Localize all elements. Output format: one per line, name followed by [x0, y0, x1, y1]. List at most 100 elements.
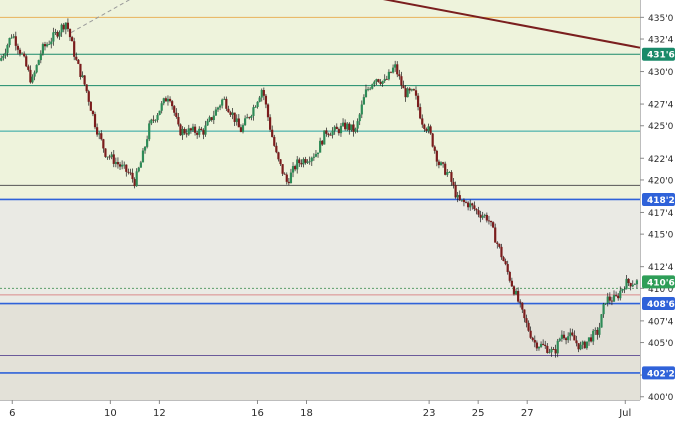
candle-body	[118, 164, 122, 167]
candle-body	[356, 121, 359, 129]
candle-body	[210, 117, 213, 121]
candle-body	[604, 303, 607, 305]
candle	[210, 116, 213, 122]
candle	[346, 121, 349, 132]
candle-body	[302, 159, 305, 165]
candle	[106, 156, 109, 160]
candle-layer	[0, 18, 639, 358]
candle	[556, 338, 559, 358]
price-tag-label: 402'2	[647, 369, 675, 379]
candle-body	[564, 338, 568, 341]
candle-body	[533, 339, 536, 343]
candle-body	[250, 115, 253, 118]
candle-body	[300, 163, 303, 165]
candle	[100, 130, 103, 141]
candle	[91, 110, 95, 117]
price-zone	[0, 0, 640, 200]
candle-body	[162, 98, 165, 104]
candle-body	[556, 340, 559, 354]
candle-body	[12, 36, 15, 38]
x-tick-label: 6	[9, 408, 15, 419]
price-tag-box	[642, 192, 675, 206]
y-tick-label: 400'0	[648, 393, 674, 403]
candle	[610, 296, 614, 306]
candle	[6, 43, 9, 57]
candle	[108, 154, 111, 160]
candle	[264, 94, 268, 109]
candle-body	[123, 164, 126, 166]
candle-body	[429, 126, 432, 134]
candle	[116, 157, 120, 169]
candle	[396, 61, 399, 78]
candle	[477, 206, 480, 218]
candle-body	[481, 215, 484, 218]
candle	[366, 86, 370, 92]
candle	[93, 111, 97, 130]
candle	[542, 339, 545, 346]
candle	[179, 123, 182, 136]
candle	[300, 159, 303, 168]
candle-body	[381, 80, 384, 84]
y-tick-label: 417'4	[648, 209, 674, 219]
candle	[281, 164, 284, 176]
candle-body	[469, 203, 472, 208]
candle	[535, 340, 538, 352]
candle	[454, 181, 457, 199]
candle	[373, 80, 376, 87]
price-tag-label: 418'2	[647, 196, 675, 206]
candle-body	[498, 243, 501, 247]
candle	[529, 326, 532, 339]
candle	[4, 48, 7, 59]
candle-body	[323, 130, 326, 145]
y-tick-label: 425'0	[648, 122, 674, 132]
candle-body	[108, 156, 111, 158]
candle	[375, 78, 378, 85]
candle-body	[439, 162, 443, 166]
candle	[45, 42, 49, 48]
candle	[189, 127, 192, 134]
candle	[331, 127, 334, 139]
candle	[43, 41, 47, 51]
candle	[369, 86, 372, 91]
candle	[237, 114, 240, 128]
candle	[606, 292, 609, 307]
candle-body	[383, 78, 386, 81]
candle	[450, 170, 453, 186]
candle	[323, 130, 326, 145]
candle-body	[206, 120, 209, 126]
y-tick-label: 407'4	[648, 317, 674, 327]
candle-body	[116, 162, 120, 165]
candle-body	[58, 32, 61, 37]
candle	[552, 346, 555, 350]
candle-body	[106, 156, 109, 158]
candle-body	[121, 164, 124, 167]
candle	[177, 113, 180, 127]
candle-body	[235, 118, 238, 122]
candle	[152, 115, 155, 124]
candle-body	[344, 122, 347, 130]
candle	[312, 153, 315, 161]
candle-body	[308, 161, 311, 163]
candle-body	[460, 199, 463, 201]
x-tick-label: 10	[104, 408, 117, 419]
candle	[102, 138, 105, 153]
candle-body	[73, 41, 76, 57]
candle	[66, 18, 70, 32]
candle-body	[341, 122, 345, 126]
candle	[587, 337, 591, 346]
candle	[523, 309, 526, 323]
candle	[575, 335, 578, 347]
candle-body	[77, 59, 80, 64]
candle-body	[298, 159, 301, 164]
candle	[279, 158, 282, 167]
candle	[564, 336, 568, 345]
candle-body	[577, 343, 580, 350]
candle	[625, 274, 628, 290]
candle	[492, 221, 495, 229]
candle-body	[268, 117, 272, 130]
candle-body	[139, 162, 142, 168]
candle-body	[83, 75, 86, 85]
candle	[231, 107, 234, 120]
candle-body	[496, 242, 499, 244]
